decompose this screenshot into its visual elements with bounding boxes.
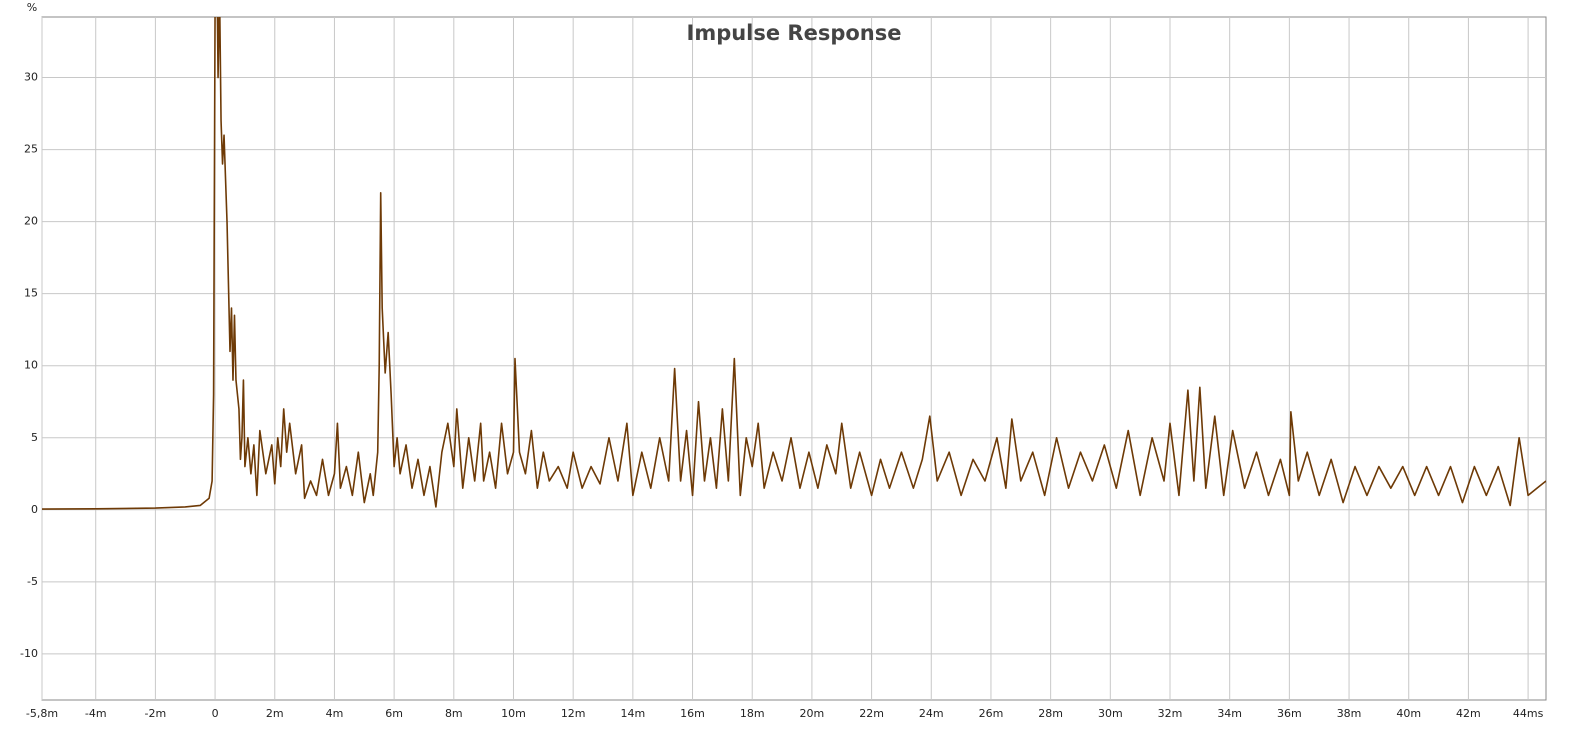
y-tick-label: 0 (31, 503, 38, 516)
y-tick-label: 30 (24, 71, 38, 84)
y-tick-label: 20 (24, 215, 38, 228)
series-layer (42, 17, 1546, 510)
x-tick-label: 10m (501, 707, 526, 720)
x-tick-label: 22m (859, 707, 884, 720)
y-tick-label: -10 (20, 647, 38, 660)
x-tick-label: 32m (1158, 707, 1183, 720)
x-tick-label: 0 (212, 707, 219, 720)
y-tick-label: 25 (24, 143, 38, 156)
x-tick-label: 36m (1277, 707, 1302, 720)
x-tick-label: 8m (445, 707, 463, 720)
grid (41, 17, 1546, 700)
x-tick-label: 24m (919, 707, 944, 720)
x-tick-label: 44ms (1513, 707, 1544, 720)
y-tick-label: 5 (31, 431, 38, 444)
x-tick-label: 38m (1337, 707, 1362, 720)
x-tick-label: 18m (740, 707, 765, 720)
chart-title: Impulse Response (687, 21, 902, 45)
y-tick-label: -5 (27, 575, 38, 588)
x-tick-label: 2m (266, 707, 284, 720)
x-tick-label: 34m (1217, 707, 1242, 720)
plot-area (41, 16, 1547, 701)
x-tick-label: 16m (680, 707, 705, 720)
x-tick-label: 42m (1456, 707, 1481, 720)
y-tick-label: 10 (24, 359, 38, 372)
x-tick-label: -5,8m (26, 707, 58, 720)
y-axis-label: % (27, 1, 37, 14)
x-tick-label: 4m (326, 707, 344, 720)
x-tick-label: 20m (800, 707, 825, 720)
y-tick-label: 15 (24, 287, 38, 300)
x-tick-label: 40m (1396, 707, 1421, 720)
impulse-line (42, 17, 1546, 510)
x-tick-label: 14m (620, 707, 645, 720)
x-tick-label: 12m (561, 707, 586, 720)
x-tick-label: 6m (385, 707, 403, 720)
x-tick-label: -2m (145, 707, 167, 720)
x-tick-label: 30m (1098, 707, 1123, 720)
x-tick-label: -4m (85, 707, 107, 720)
x-tick-label: 26m (979, 707, 1004, 720)
x-tick-label: 28m (1038, 707, 1063, 720)
